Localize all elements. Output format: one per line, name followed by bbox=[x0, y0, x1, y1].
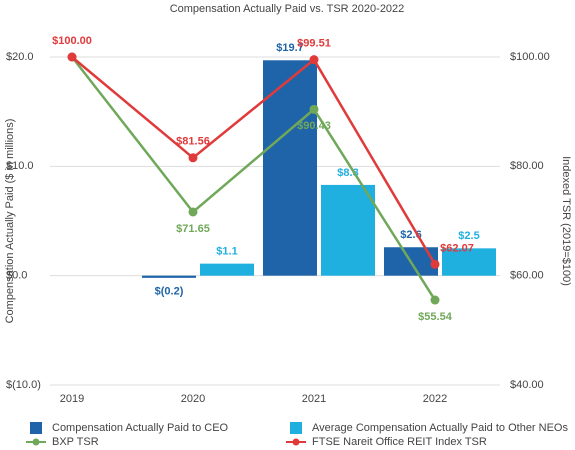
legend-swatch bbox=[30, 422, 42, 434]
point-label: $90.43 bbox=[297, 120, 331, 132]
line-point bbox=[309, 55, 319, 65]
y-axis-label: Compensation Actually Paid ($ in million… bbox=[4, 119, 16, 324]
legend-label: Average Compensation Actually Paid to Ot… bbox=[312, 422, 568, 434]
bar-label: $(0.2) bbox=[155, 286, 184, 298]
point-label: $62.07 bbox=[440, 242, 474, 254]
chart-title: Compensation Actually Paid vs. TSR 2020-… bbox=[170, 3, 405, 15]
bar bbox=[263, 60, 317, 276]
y-tick-label: $10.0 bbox=[6, 160, 34, 172]
y2-axis-label: Indexed TSR (2019=$100) bbox=[560, 156, 572, 286]
y-tick-label: $0.0 bbox=[6, 270, 27, 282]
bar bbox=[142, 275, 196, 278]
line-point bbox=[188, 153, 198, 163]
y-tick-label: $(10.0) bbox=[6, 379, 41, 391]
y-tick-label: $20.0 bbox=[6, 51, 34, 63]
legend-label: Compensation Actually Paid to CEO bbox=[52, 422, 229, 434]
y2-tick-label: $60.00 bbox=[510, 270, 544, 282]
legend-label: BXP TSR bbox=[52, 436, 99, 448]
y2-tick-label: $40.00 bbox=[510, 379, 544, 391]
line-point bbox=[188, 207, 198, 217]
y2-tick-label: $80.00 bbox=[510, 160, 544, 172]
point-label: $71.65 bbox=[176, 223, 210, 235]
point-label: $81.56 bbox=[176, 136, 210, 148]
bar bbox=[200, 263, 254, 276]
line-series bbox=[71, 56, 437, 301]
line-point bbox=[309, 104, 319, 114]
line-point bbox=[430, 259, 440, 269]
point-label: $100.00 bbox=[52, 35, 92, 47]
legend-swatch bbox=[290, 422, 302, 434]
x-tick-label: 2021 bbox=[302, 393, 326, 405]
bar bbox=[321, 184, 375, 276]
point-label: $99.51 bbox=[297, 38, 331, 50]
x-tick-label: 2022 bbox=[423, 393, 447, 405]
y2-tick-label: $100.00 bbox=[510, 51, 550, 63]
x-tick-label: 2019 bbox=[60, 393, 84, 405]
x-tick-label: 2020 bbox=[181, 393, 205, 405]
bar-label: $1.1 bbox=[216, 246, 237, 258]
bar-label: $2.5 bbox=[458, 230, 479, 242]
bar-label: $19.7 bbox=[276, 42, 304, 54]
point-label: $55.54 bbox=[418, 311, 453, 323]
bar bbox=[442, 248, 496, 276]
line-point bbox=[67, 52, 77, 62]
legend-label: FTSE Nareit Office REIT Index TSR bbox=[312, 436, 487, 448]
line-series bbox=[71, 56, 437, 265]
legend-swatch bbox=[32, 438, 40, 446]
legend-swatch bbox=[292, 438, 300, 446]
line-point bbox=[430, 295, 440, 305]
